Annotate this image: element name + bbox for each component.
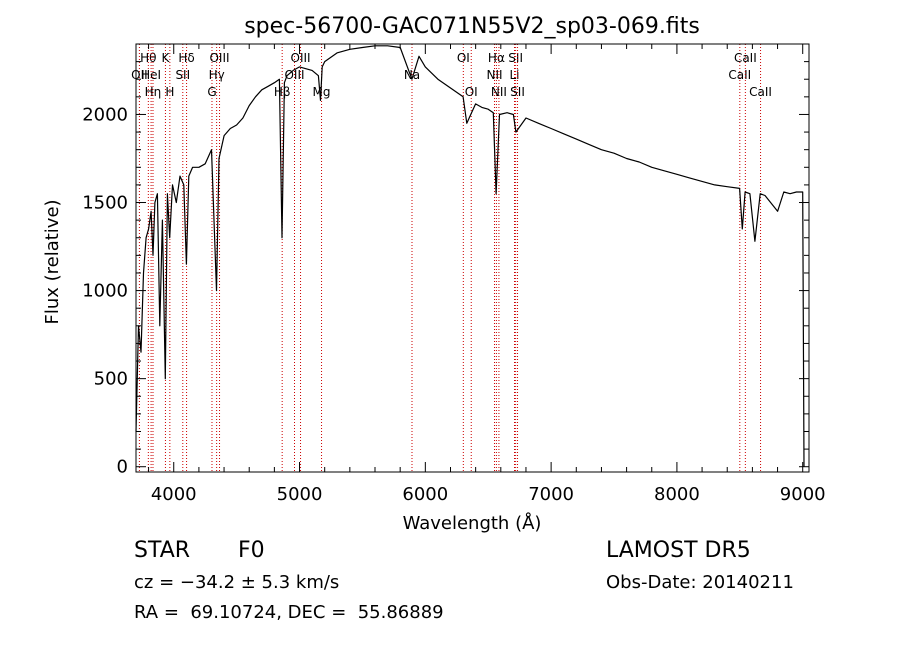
x-axis-label: Wavelength (Å) (403, 512, 542, 534)
line-marker-label: Mg (313, 85, 331, 99)
line-marker-label: Hθ (140, 51, 156, 65)
line-marker-label: OI (465, 85, 478, 99)
line-marker-label: Hβ (274, 85, 291, 99)
spectrum-series (135, 45, 805, 467)
x-tick-label: 9000 (780, 484, 826, 505)
redshift-velocity: cz = −34.2 ± 5.3 km/s (134, 572, 340, 593)
chart-title: spec-56700-GAC071N55V2_sp03-069.fits (244, 14, 700, 39)
line-marker-label: OIII (209, 51, 229, 65)
survey-name: LAMOST DR5 (606, 538, 751, 563)
x-tick-label: 8000 (654, 484, 700, 505)
line-marker-label: OIII (284, 68, 304, 82)
line-marker-label: SII (175, 68, 190, 82)
line-marker-label: SII (510, 85, 525, 99)
observation-date: Obs-Date: 20140211 (606, 572, 794, 593)
line-markers: OIIHθHeIHηKHSIIHδGHγOIIIHβOIIIOIIIMgNaOI… (131, 44, 772, 472)
line-marker-label: Na (404, 68, 420, 82)
line-marker-label: OI (457, 51, 470, 65)
line-marker-label: OIII (291, 51, 311, 65)
coordinates: RA = 69.10724, DEC = 55.86889 (134, 602, 444, 623)
line-marker-label: NII (486, 68, 502, 82)
line-marker-label: G (207, 85, 216, 99)
y-axis-label: Flux (relative) (42, 199, 63, 324)
line-marker-label: Hγ (209, 68, 225, 82)
line-marker-label: SII (508, 51, 523, 65)
plot-frame (135, 43, 810, 473)
line-marker-label: Li (509, 68, 519, 82)
y-axis: 0 500 1000 1500 2000 (82, 61, 809, 478)
line-marker-label: CaII (749, 85, 772, 99)
line-marker-label: CaII (734, 51, 757, 65)
line-marker-label: OII (131, 68, 148, 82)
y-tick-label: 0 (117, 457, 128, 478)
line-marker-label: H (165, 85, 174, 99)
line-marker-label: Hα (488, 51, 505, 65)
line-marker-label: NII (491, 85, 507, 99)
x-tick-label: 5000 (277, 484, 323, 505)
line-marker-label: Hδ (178, 51, 194, 65)
line-marker-label: CaII (728, 68, 751, 82)
line-marker-label: HeI (141, 68, 161, 82)
line-marker-label: K (161, 51, 170, 65)
y-tick-label: 1000 (82, 281, 128, 302)
object-subclass: F0 (238, 538, 265, 563)
object-class: STAR (134, 538, 191, 563)
x-axis: 4000 5000 6000 7000 8000 9000 (148, 44, 826, 505)
spectrum-line (135, 45, 805, 467)
line-marker-label: Hη (145, 85, 162, 99)
y-tick-label: 2000 (82, 104, 128, 125)
x-tick-label: 4000 (151, 484, 197, 505)
x-tick-label: 6000 (402, 484, 448, 505)
y-tick-label: 1500 (82, 193, 128, 214)
x-tick-label: 7000 (528, 484, 574, 505)
y-tick-label: 500 (94, 369, 128, 390)
